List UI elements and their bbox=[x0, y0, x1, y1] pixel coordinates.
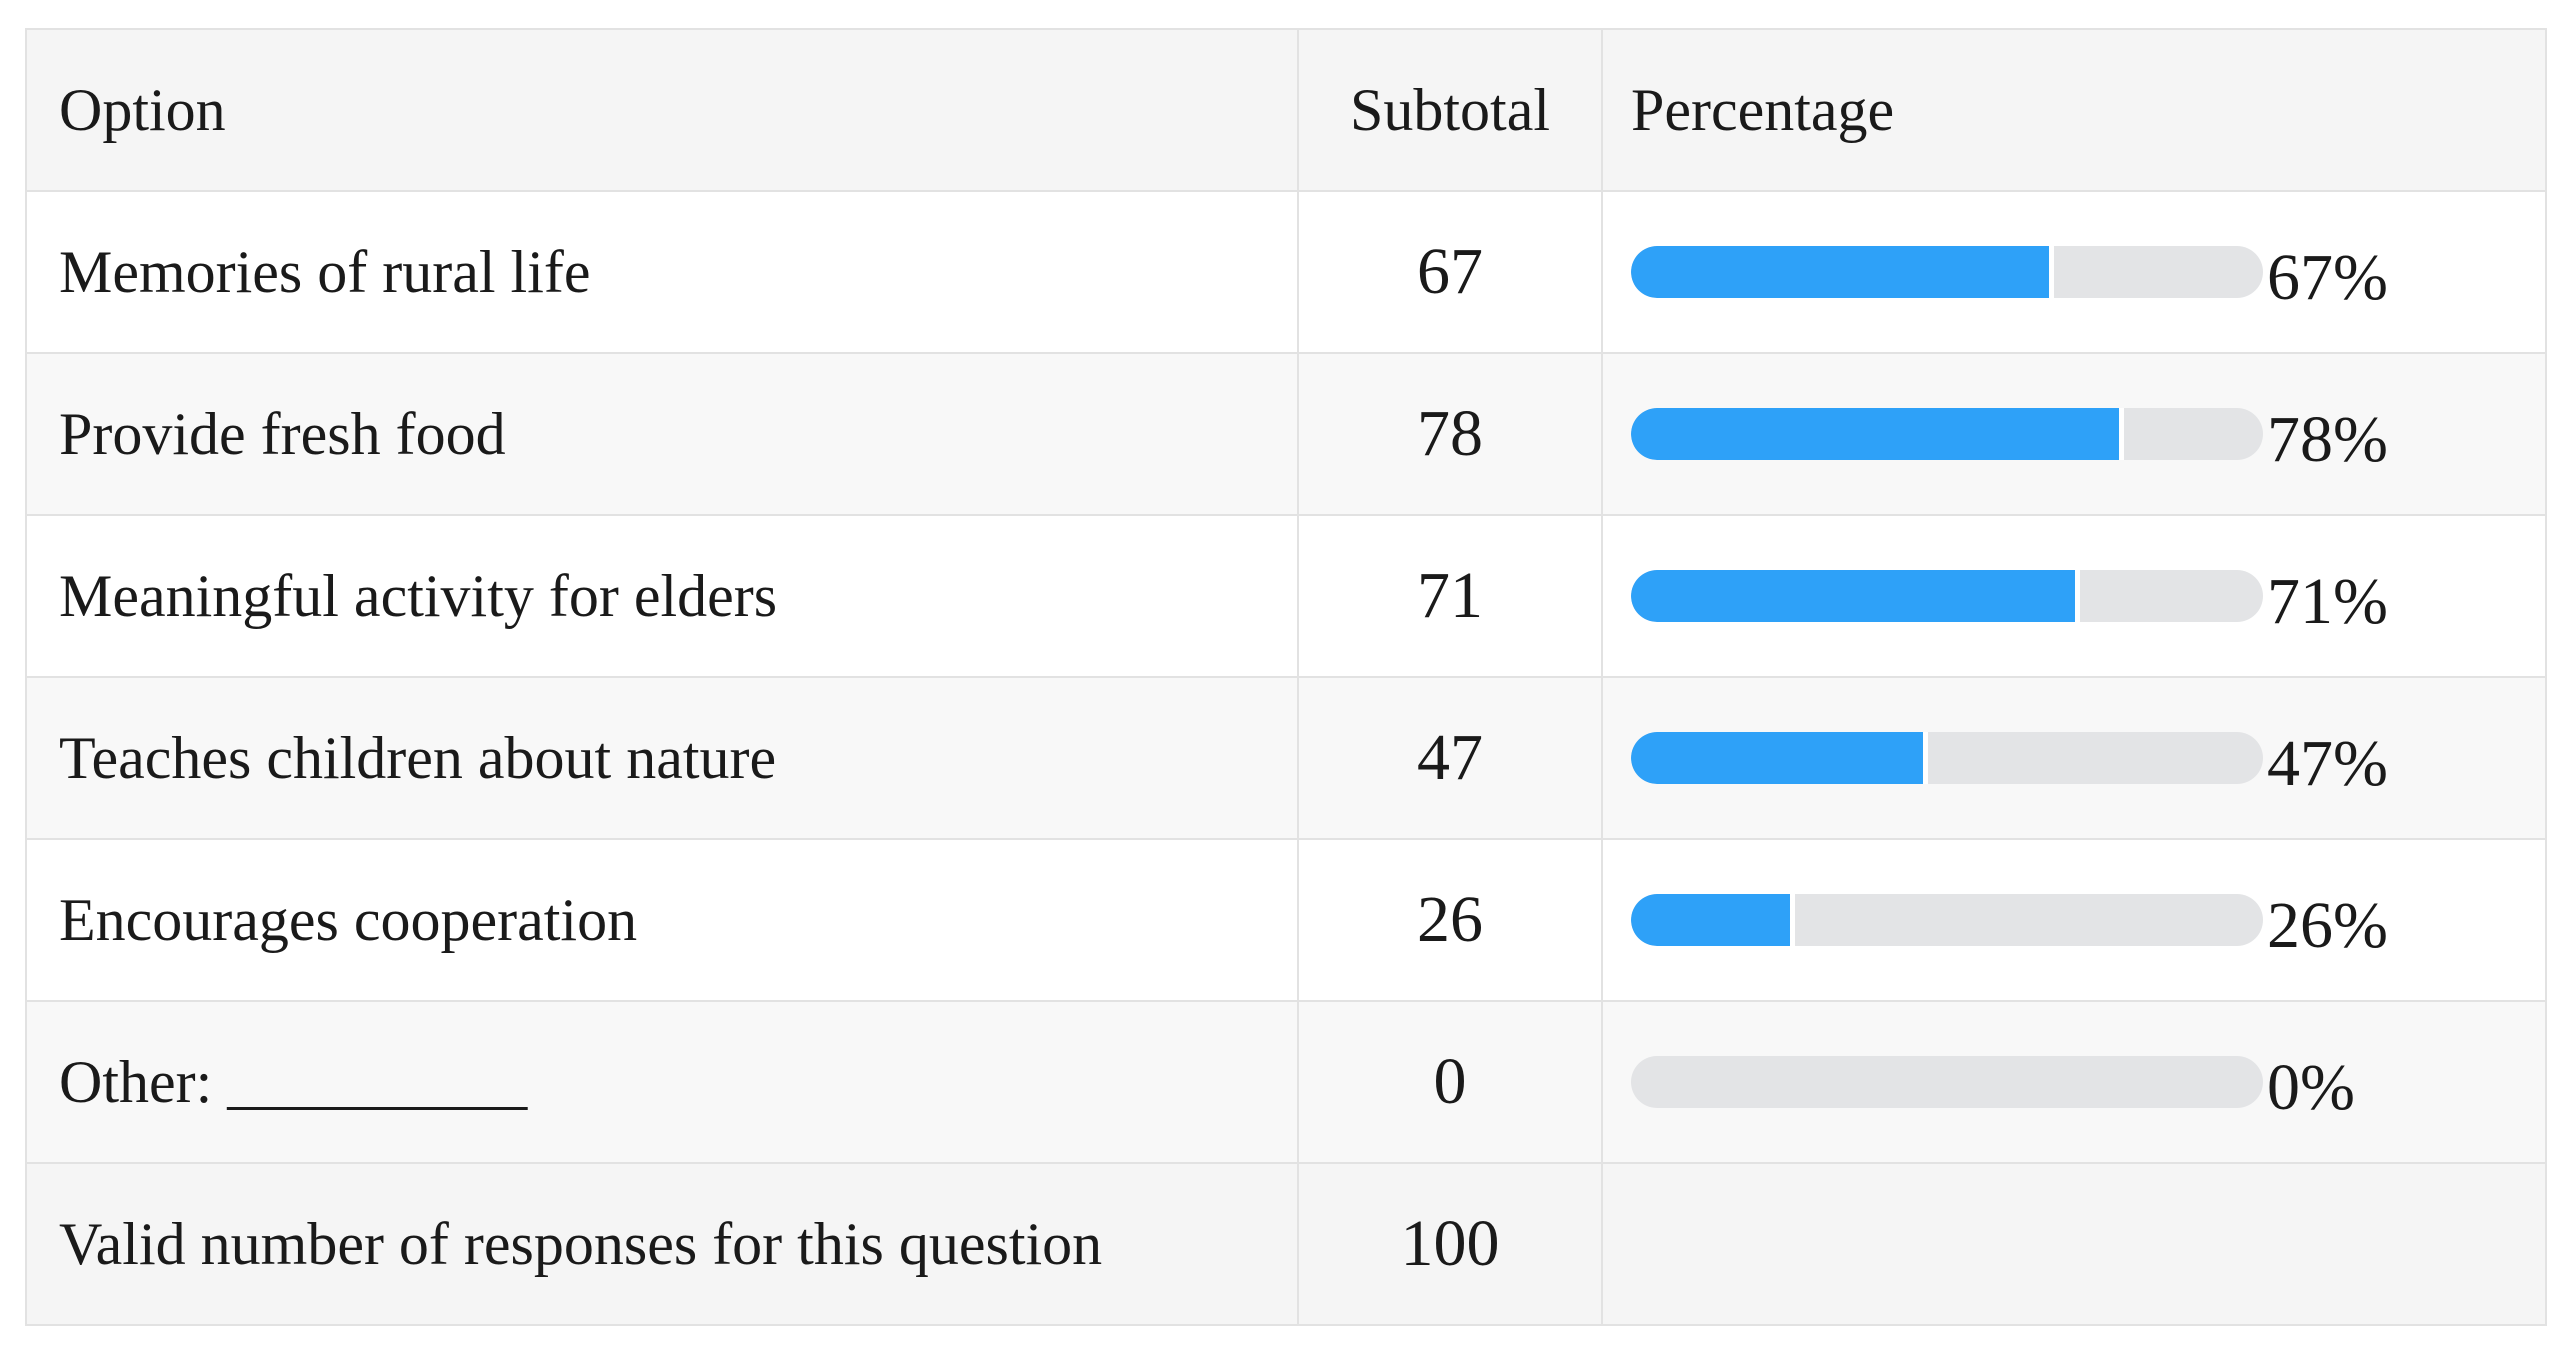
empty-cell bbox=[1601, 1162, 2547, 1326]
table-row: Encourages cooperation 26 26% bbox=[25, 838, 2547, 1002]
percentage-label: 26% bbox=[2267, 889, 2388, 962]
table-row: Meaningful activity for elders 71 71% bbox=[25, 514, 2547, 678]
percentage-label: 67% bbox=[2267, 241, 2388, 314]
percentage-label: 78% bbox=[2267, 403, 2388, 476]
table-row: Other: __________ 0 0% bbox=[25, 1000, 2547, 1164]
table-footer-row: Valid number of responses for this quest… bbox=[25, 1162, 2547, 1326]
percentage-label: 71% bbox=[2267, 565, 2388, 638]
subtotal-cell: 47 bbox=[1297, 676, 1603, 840]
option-cell: Teaches children about nature bbox=[25, 676, 1299, 840]
valid-responses-count: 100 bbox=[1297, 1162, 1603, 1326]
percentage-bar-track bbox=[1631, 570, 2263, 622]
percentage-bar-track bbox=[1631, 408, 2263, 460]
survey-results-table: Option Subtotal Percentage Memories of r… bbox=[25, 28, 2547, 1326]
option-cell: Encourages cooperation bbox=[25, 838, 1299, 1002]
percentage-bar-fill bbox=[1631, 246, 2055, 298]
subtotal-cell: 71 bbox=[1297, 514, 1603, 678]
header-percentage: Percentage bbox=[1601, 28, 2547, 192]
percentage-bar-fill bbox=[1631, 408, 2124, 460]
table-row: Teaches children about nature 47 47% bbox=[25, 676, 2547, 840]
percentage-cell: 0% bbox=[1601, 1000, 2547, 1164]
table-header-row: Option Subtotal Percentage bbox=[25, 28, 2547, 192]
table-row: Provide fresh food 78 78% bbox=[25, 352, 2547, 516]
percentage-cell: 78% bbox=[1601, 352, 2547, 516]
percentage-cell: 71% bbox=[1601, 514, 2547, 678]
percentage-bar-fill bbox=[1631, 732, 1929, 784]
option-cell: Provide fresh food bbox=[25, 352, 1299, 516]
table-row: Memories of rural life 67 67% bbox=[25, 190, 2547, 354]
percentage-label: 0% bbox=[2267, 1051, 2355, 1124]
percentage-bar-fill bbox=[1631, 570, 2080, 622]
option-cell: Memories of rural life bbox=[25, 190, 1299, 354]
header-subtotal: Subtotal bbox=[1297, 28, 1603, 192]
subtotal-cell: 26 bbox=[1297, 838, 1603, 1002]
percentage-bar-track bbox=[1631, 246, 2263, 298]
option-cell: Other: __________ bbox=[25, 1000, 1299, 1164]
percentage-cell: 26% bbox=[1601, 838, 2547, 1002]
subtotal-cell: 78 bbox=[1297, 352, 1603, 516]
percentage-cell: 47% bbox=[1601, 676, 2547, 840]
subtotal-cell: 67 bbox=[1297, 190, 1603, 354]
percentage-label: 47% bbox=[2267, 727, 2388, 800]
percentage-cell: 67% bbox=[1601, 190, 2547, 354]
header-option: Option bbox=[25, 28, 1299, 192]
percentage-bar-track bbox=[1631, 1056, 2263, 1108]
percentage-bar-track bbox=[1631, 894, 2263, 946]
valid-responses-label: Valid number of responses for this quest… bbox=[25, 1162, 1299, 1326]
option-cell: Meaningful activity for elders bbox=[25, 514, 1299, 678]
subtotal-cell: 0 bbox=[1297, 1000, 1603, 1164]
percentage-bar-fill bbox=[1631, 894, 1796, 946]
percentage-bar-track bbox=[1631, 732, 2263, 784]
